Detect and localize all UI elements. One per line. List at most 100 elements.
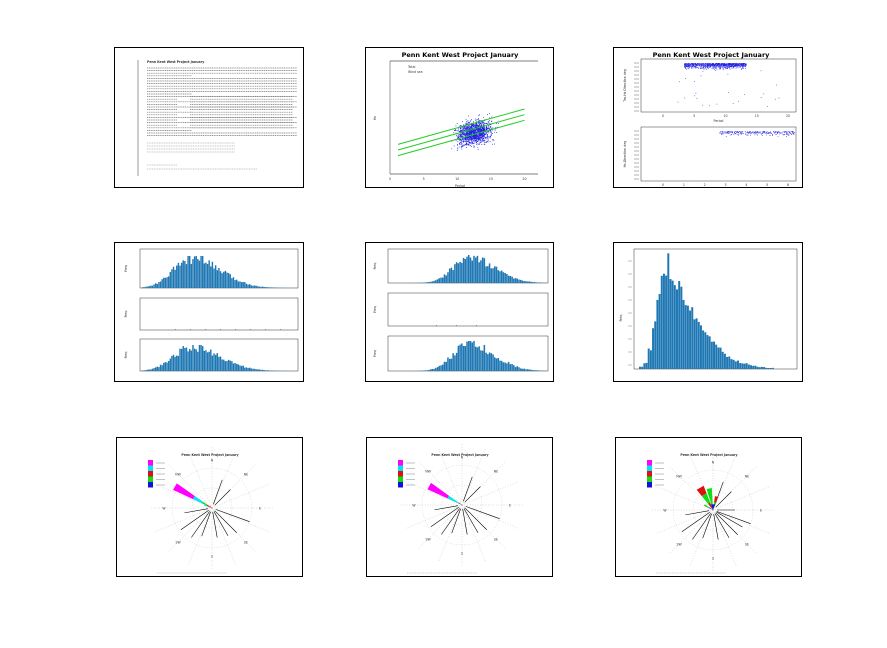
histogram-bar — [708, 336, 711, 369]
scatter-point — [729, 67, 730, 68]
scatter-point — [468, 139, 470, 141]
scatter-point — [709, 63, 711, 64]
histogram-bar — [150, 369, 152, 371]
scatter-point — [490, 126, 492, 128]
scatter-point — [480, 134, 482, 136]
scatter-point — [468, 134, 469, 136]
scatter-point — [692, 64, 694, 66]
histogram-bar — [148, 286, 150, 288]
y-axis-label: Freq — [124, 265, 128, 272]
histogram-bar — [229, 274, 231, 288]
scatter-point — [688, 64, 690, 65]
scatter-point — [458, 129, 459, 131]
scatter-point — [468, 127, 469, 129]
scatter-point — [455, 129, 457, 131]
scatter-point — [477, 131, 479, 133]
scatter-point — [705, 67, 706, 69]
scatter-point — [470, 138, 472, 140]
scatter-point — [457, 134, 459, 136]
scatter-point — [478, 133, 480, 135]
scatter-point — [771, 133, 772, 134]
histogram-bar — [187, 256, 189, 288]
scatter-point — [712, 63, 713, 64]
direction-label: S — [712, 557, 714, 561]
scatter-point — [467, 139, 469, 140]
histogram-bar — [730, 359, 733, 369]
scatter-point — [740, 63, 741, 65]
scatter-point — [702, 104, 704, 106]
scatter-point — [731, 63, 733, 64]
histogram-bar — [488, 352, 491, 371]
scatter-point — [740, 132, 742, 134]
scatter-point — [686, 65, 688, 67]
histogram-bar — [509, 364, 512, 371]
scatter-point — [786, 132, 788, 134]
scatter-point — [701, 65, 703, 66]
scatter-point — [456, 135, 458, 137]
histogram-bar — [656, 299, 659, 369]
scatter-point — [469, 130, 471, 132]
x-tick-label: 0 — [662, 114, 664, 118]
y-axis-label: Freq — [373, 350, 377, 357]
rose-direction-line — [201, 511, 211, 537]
histogram-bar — [643, 363, 646, 369]
scatter-point — [457, 137, 459, 139]
scatter-point — [774, 132, 776, 134]
histogram-bar — [511, 276, 513, 283]
summary-table-svg: Penn Kent West Project January — [137, 60, 297, 176]
scatter-point — [688, 63, 690, 65]
scatter-point — [459, 134, 461, 136]
scatter-point — [465, 127, 467, 129]
scatter-point — [460, 136, 462, 138]
scatter-point — [485, 133, 487, 135]
scatter-point — [791, 131, 793, 132]
rose-direction-line — [715, 491, 732, 508]
histogram-bar — [438, 278, 441, 283]
scatter-point — [470, 136, 472, 137]
scatter-point — [479, 131, 480, 133]
scatter-point — [476, 118, 478, 120]
histogram-bar — [164, 277, 167, 288]
scatter-point — [700, 68, 702, 69]
scatter-point — [742, 67, 744, 69]
scatter-point — [465, 127, 467, 129]
scatter-point — [775, 134, 777, 136]
scatter-point — [772, 131, 774, 132]
scatter-point — [733, 67, 734, 68]
scatter-point — [473, 129, 475, 131]
x-tick-label: 2 — [704, 183, 706, 187]
scatter-point — [734, 65, 736, 67]
scatter-point — [470, 135, 472, 137]
scatter-point — [464, 129, 466, 131]
histogram-bar — [176, 265, 178, 288]
scatter-point — [736, 67, 738, 68]
scatter-point — [463, 127, 465, 128]
scatter-point — [716, 63, 718, 65]
scatter-point — [468, 122, 470, 124]
scatter-point — [467, 134, 468, 136]
histogram-bar — [235, 329, 236, 330]
histogram-bar — [242, 282, 244, 288]
scatter-point — [470, 132, 472, 134]
scatter-point — [489, 141, 491, 143]
histogram-bar — [639, 366, 641, 369]
scatter-point — [723, 65, 725, 67]
scatter-point — [486, 128, 487, 130]
histogram-bar — [190, 350, 193, 371]
scatter-point — [476, 136, 478, 137]
scatter-point — [470, 125, 471, 127]
scatter-point — [463, 130, 465, 131]
scatter-point — [738, 63, 739, 65]
scatter-point — [728, 65, 730, 67]
scatter-point — [473, 131, 475, 133]
scatter-point — [739, 64, 741, 65]
scatter-point — [492, 133, 493, 134]
scatter-point — [480, 123, 482, 125]
scatter-point — [479, 129, 481, 131]
scatter-point — [729, 66, 731, 67]
scatter-point — [463, 126, 465, 128]
scatter-point — [459, 135, 461, 136]
scatter-point — [739, 63, 740, 65]
histogram-bar — [462, 345, 465, 371]
histogram-bar — [182, 346, 184, 371]
